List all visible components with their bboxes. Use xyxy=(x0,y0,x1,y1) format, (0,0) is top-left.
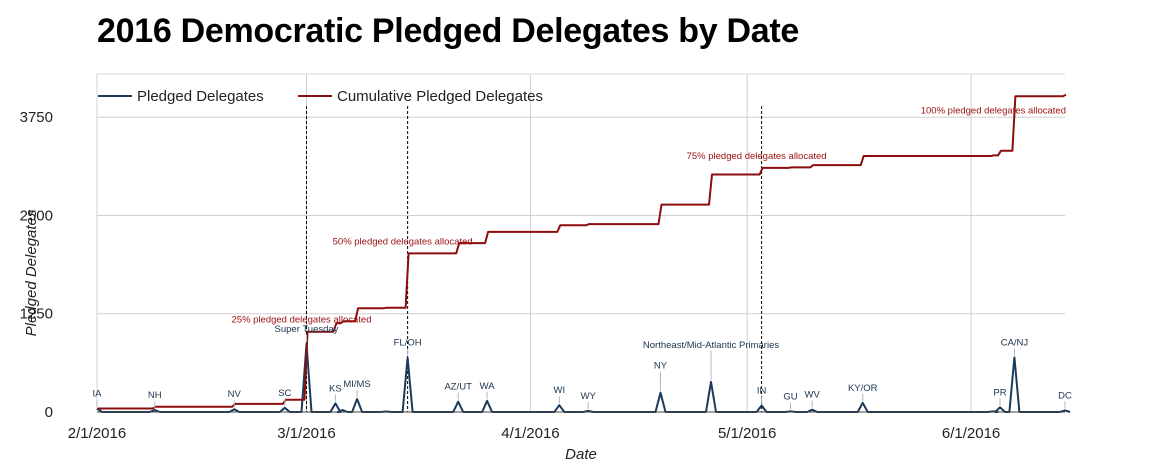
milestone-label: 75% pledged delegates allocated xyxy=(687,151,827,162)
event-label: NY xyxy=(654,361,668,372)
y-tick-label: 1250 xyxy=(20,306,53,323)
y-tick-label: 3750 xyxy=(20,109,53,126)
legend-label: Pledged Delegates xyxy=(137,88,264,105)
x-axis-title: Date xyxy=(565,446,597,463)
series-lines xyxy=(96,93,1071,413)
legend: Pledged Delegates Cumulative Pledged Dele… xyxy=(98,88,543,105)
event-label: IA xyxy=(93,389,103,400)
event-label: WI xyxy=(554,385,566,396)
x-tick-label: 4/1/2016 xyxy=(501,425,559,442)
grid-lines xyxy=(96,73,1065,412)
chart-title: 2016 Democratic Pledged Delegates by Dat… xyxy=(97,12,800,50)
event-label: KS xyxy=(329,383,342,394)
milestone-label: 25% pledged delegates allocated xyxy=(232,315,372,326)
event-label: NH xyxy=(148,390,162,401)
event-label: WV xyxy=(805,390,821,401)
legend-label: Cumulative Pledged Delegates xyxy=(337,88,543,105)
milestone-label: 50% pledged delegates allocated xyxy=(333,236,473,247)
axes: 0 1250 2500 3750 2/1/2016 3/1/2016 4/1/2016 5/1… xyxy=(20,109,1065,463)
x-tick-label: 5/1/2016 xyxy=(718,425,776,442)
event-label: KY/OR xyxy=(848,383,878,394)
event-label: WY xyxy=(581,391,597,402)
event-label: MI/MS xyxy=(343,379,370,390)
event-label: FL/OH xyxy=(394,338,422,349)
milestone-label: 100% pledged delegates allocated xyxy=(921,106,1066,117)
event-label: Northeast/Mid-Atlantic Primaries xyxy=(643,340,779,351)
cumulative-delegates-line xyxy=(98,93,1067,410)
event-label: CA/NJ xyxy=(1001,337,1029,348)
event-label: GU xyxy=(783,391,797,402)
x-tick-label: 3/1/2016 xyxy=(277,425,335,442)
x-tick-label: 6/1/2016 xyxy=(942,425,1000,442)
event-label: WA xyxy=(480,381,496,392)
event-label: AZ/UT xyxy=(444,382,472,393)
annotation-labels: IA NH NV SC Super Tuesday KS MI/MS FL/OH AZ/UT WA… xyxy=(93,106,1072,410)
y-axis-title: Pledged Delegates xyxy=(23,209,40,336)
event-label: DC xyxy=(1058,390,1072,401)
y-tick-label: 2500 xyxy=(20,207,53,224)
event-label: PR xyxy=(993,387,1006,398)
event-label: Super Tuesday xyxy=(275,324,339,335)
y-tick-label: 0 xyxy=(45,404,53,421)
event-label: IN xyxy=(757,385,767,396)
event-label: SC xyxy=(278,388,291,399)
x-tick-label: 2/1/2016 xyxy=(68,425,126,442)
event-label: NV xyxy=(228,389,242,400)
